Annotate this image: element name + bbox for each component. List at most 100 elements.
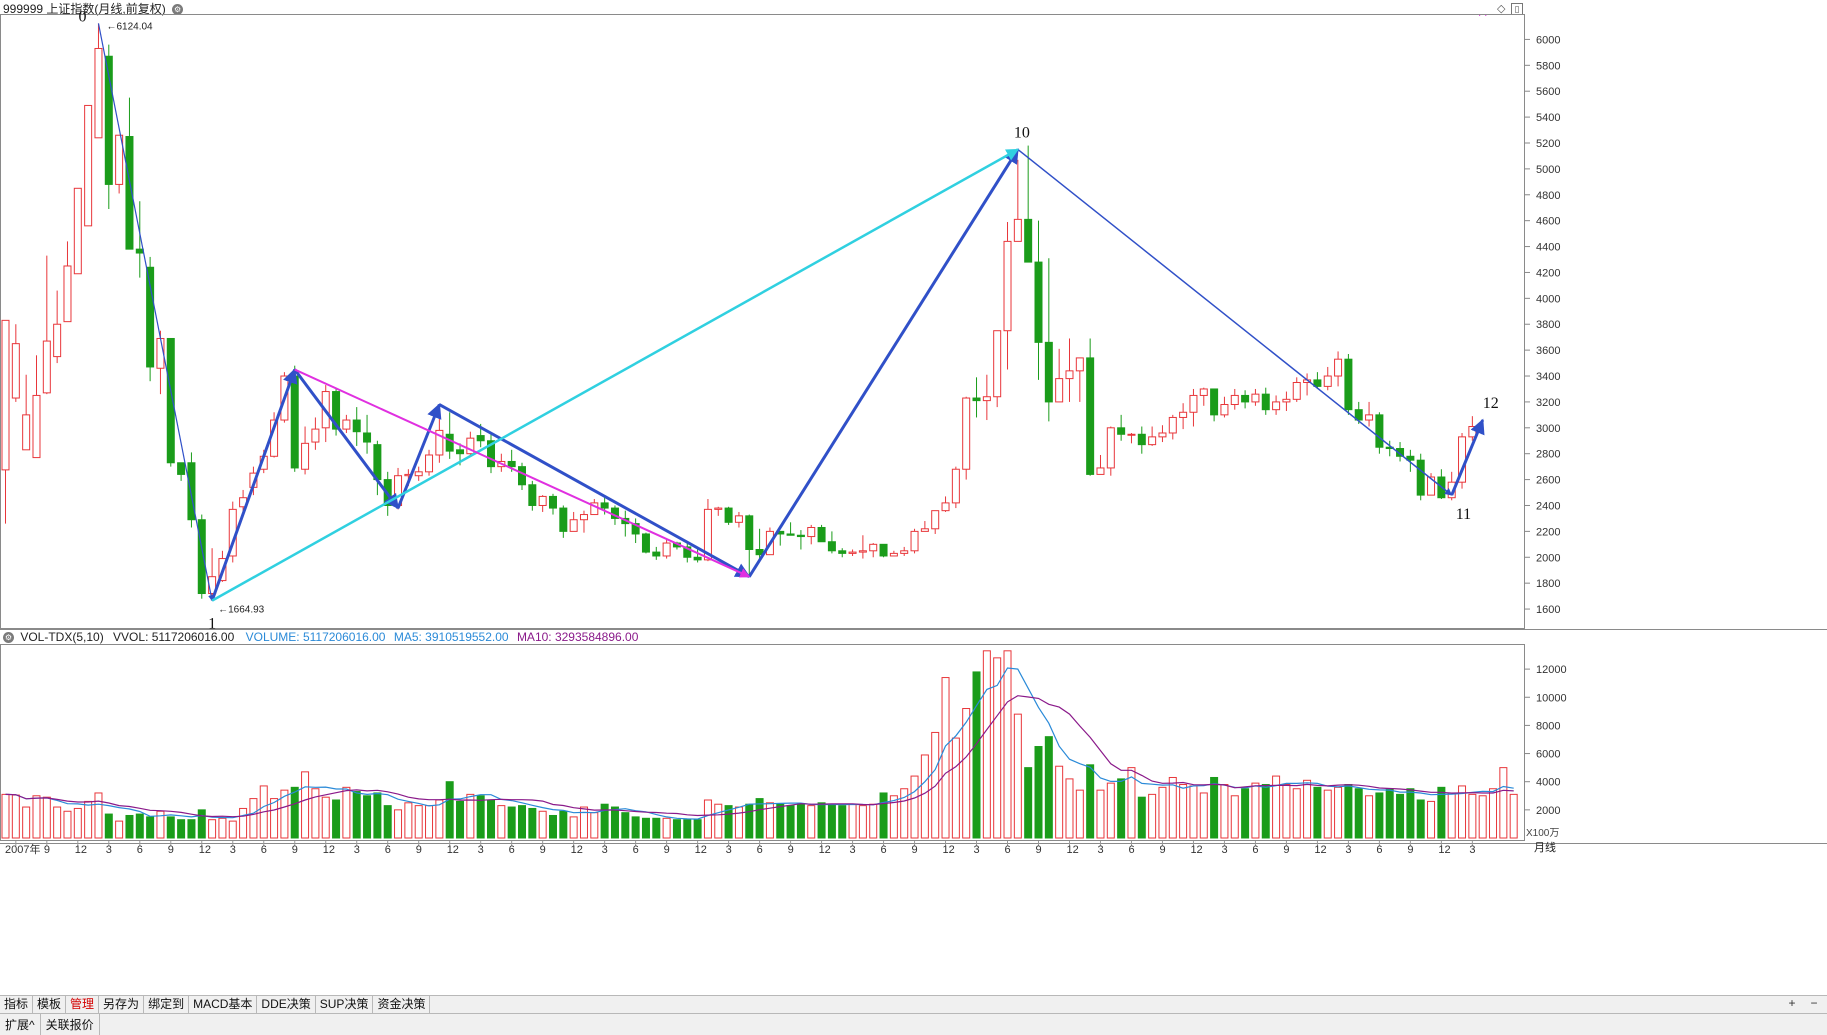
candle-body — [889, 552, 898, 557]
volume-bar — [621, 812, 630, 839]
candle-body — [1168, 416, 1177, 434]
volume-bar — [332, 799, 341, 839]
candlestick-series — [1, 23, 1477, 601]
candle-body — [848, 551, 857, 554]
candle-body — [1210, 388, 1219, 416]
candle-body — [73, 187, 82, 275]
wave-segment — [396, 403, 442, 509]
candle-body — [1241, 394, 1250, 403]
ma10-value: MA10: 3293584896.00 — [516, 630, 639, 644]
tab-2[interactable]: 管理 — [66, 996, 100, 1013]
candle-body — [1406, 455, 1415, 461]
price-tick-label: 5600 — [1536, 86, 1560, 98]
tab-4[interactable]: 绑定到 — [144, 996, 190, 1013]
volume-bar — [951, 737, 960, 839]
volume-bar — [1179, 784, 1188, 839]
volume-bar — [579, 806, 588, 839]
tab-8[interactable]: 资金决策 — [373, 996, 431, 1013]
secondary-tab-1[interactable]: 关联报价 — [41, 1014, 100, 1035]
wave-segment — [211, 148, 1019, 602]
candle-body — [352, 419, 361, 433]
tab-5[interactable]: MACD基本 — [189, 996, 258, 1013]
volume-bar — [1282, 784, 1291, 839]
volume-bar — [239, 807, 248, 839]
volume-panel-frame — [0, 644, 1525, 841]
volume-bar — [662, 817, 671, 839]
candle-body — [786, 533, 795, 536]
volume-bar — [1220, 784, 1229, 839]
candle-body — [600, 502, 609, 509]
candle-body — [1189, 394, 1198, 413]
x-tick-label: 3 — [602, 844, 608, 856]
x-tick-label: 6 — [881, 844, 887, 856]
zoom-out-button[interactable]: − — [1810, 996, 1818, 1010]
secondary-tab-0[interactable]: 扩展^ — [0, 1014, 41, 1035]
candle-body — [1117, 427, 1126, 435]
volume-bar — [1272, 775, 1281, 839]
candle-body — [63, 265, 72, 323]
x-tick-label: 12 — [447, 844, 459, 856]
wave-label: 0 — [78, 8, 86, 25]
volume-bar — [456, 800, 465, 839]
candle-body — [693, 556, 702, 561]
candle-body — [1096, 467, 1105, 475]
settings-gear-icon[interactable]: ⚙ — [172, 4, 184, 16]
volume-bar — [528, 807, 537, 839]
volume-bar — [1334, 786, 1343, 839]
volume-tick-label: 4000 — [1536, 777, 1560, 789]
volume-bar — [900, 788, 909, 839]
tab-3[interactable]: 另存为 — [99, 996, 145, 1013]
candle-body — [1013, 218, 1022, 242]
x-tick-label: 12 — [199, 844, 211, 856]
x-tick-label: 12 — [75, 844, 87, 856]
volume-bar — [115, 820, 124, 839]
volume-bar — [776, 803, 785, 839]
volume-bar — [879, 792, 888, 839]
chart-labels: 0 1 10 11 12 ←6124.04 ←1664.93 — [78, 8, 1498, 632]
tab-0[interactable]: 指标 — [0, 996, 34, 1013]
volume-bar — [941, 677, 950, 839]
candle-body — [42, 340, 51, 394]
candle-body — [796, 534, 805, 538]
zoom-in-button[interactable]: + — [1788, 996, 1796, 1010]
volume-bar — [166, 816, 175, 839]
candle-body — [559, 507, 568, 532]
diamond-icon[interactable]: ◇ — [1497, 3, 1506, 15]
volume-bar — [714, 803, 723, 839]
x-tick-label: 9 — [788, 844, 794, 856]
volume-bar — [1354, 788, 1363, 839]
candle-body — [1230, 394, 1239, 406]
volume-settings-gear-icon[interactable]: ⚙ — [3, 632, 14, 644]
candle-body — [1024, 218, 1033, 263]
candle-body — [1261, 393, 1270, 411]
vvol-value: VVOL: 5117206016.00 — [113, 630, 235, 644]
volume-bar — [1065, 778, 1074, 839]
secondary-tab-bar: 扩展^ 关联报价 — [0, 1013, 1827, 1035]
candle-body — [146, 266, 155, 368]
price-tick-label: 2200 — [1536, 526, 1560, 538]
volume-bar — [311, 788, 320, 839]
candle-body — [1292, 381, 1301, 400]
tab-6[interactable]: DDE决策 — [257, 996, 316, 1013]
x-tick-label: 9 — [540, 844, 546, 856]
volume-bar — [363, 795, 372, 839]
candle-body — [1251, 393, 1260, 403]
price-tick-label: 2800 — [1536, 449, 1560, 461]
tab-1[interactable]: 模板 — [33, 996, 67, 1013]
volume-bar — [1003, 650, 1012, 839]
volume-bar — [1313, 786, 1322, 839]
price-tick-label: 4600 — [1536, 216, 1560, 228]
x-tick-label: 9 — [168, 844, 174, 856]
volume-bar — [786, 805, 795, 839]
volume-bar — [208, 819, 217, 839]
volume-bar — [590, 812, 599, 839]
candle-body — [507, 460, 516, 468]
volume-bar — [394, 809, 403, 839]
volume-bar — [1024, 767, 1033, 839]
volume-bar — [187, 819, 196, 839]
volume-bar — [342, 786, 351, 839]
tab-7[interactable]: SUP决策 — [316, 996, 374, 1013]
x-tick-label: 3 — [478, 844, 484, 856]
candle-body — [714, 507, 723, 510]
candle-body — [166, 337, 175, 464]
